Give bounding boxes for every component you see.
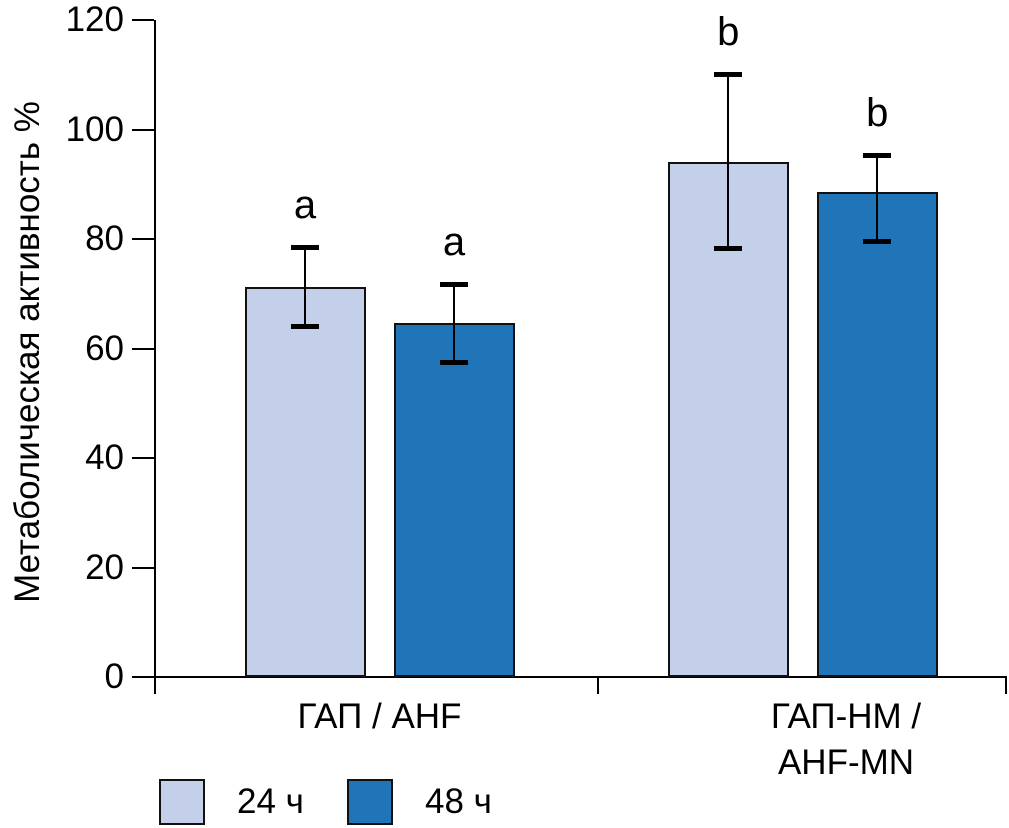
- bar-series2-group1: [393, 323, 515, 677]
- error-bar-cap-top: [291, 244, 319, 250]
- y-tick-label: 60: [85, 328, 124, 368]
- error-bar-cap-bottom: [714, 245, 743, 251]
- y-tick-mark: [132, 19, 154, 21]
- error-bar-cap-bottom: [291, 323, 319, 329]
- category-label-1: ГАП / AHF: [297, 697, 462, 736]
- error-bar-cap-bottom: [863, 238, 892, 244]
- y-axis-line: [154, 20, 156, 679]
- legend-label-1: 24 ч: [237, 782, 304, 821]
- error-bar-line: [876, 155, 879, 242]
- legend-label-2: 48 ч: [425, 782, 492, 821]
- bar-series1-group1: [244, 286, 366, 677]
- y-tick-mark: [132, 566, 154, 569]
- x-axis-line: [154, 676, 1007, 678]
- y-tick-label: 20: [85, 547, 124, 587]
- error-bar-cap-top: [714, 71, 743, 77]
- x-tick-mark: [1005, 677, 1007, 694]
- y-tick-label: 120: [65, 0, 124, 39]
- y-tick-label: 100: [65, 109, 124, 149]
- y-tick-mark: [132, 128, 154, 131]
- significance-letter: b: [717, 9, 740, 54]
- bar-series2-group2: [816, 192, 938, 677]
- y-tick-label: 0: [104, 656, 124, 696]
- x-tick-mark: [154, 677, 156, 694]
- y-tick-mark: [132, 676, 154, 678]
- y-tick-mark: [132, 457, 154, 459]
- significance-letter: a: [293, 182, 317, 227]
- category-label-2: ГАП-НМ / AHF-MN: [770, 697, 922, 782]
- y-tick-mark: [132, 347, 154, 350]
- error-bar-cap-top: [440, 281, 468, 287]
- error-bar-line: [727, 73, 730, 249]
- error-bar-line: [304, 246, 306, 327]
- error-bar-cap-bottom: [440, 360, 468, 366]
- significance-letter: b: [866, 91, 889, 136]
- significance-letter: a: [442, 219, 466, 264]
- legend-swatch-1: [159, 779, 205, 825]
- legend-swatch-2: [347, 779, 393, 825]
- x-tick-mark: [597, 677, 599, 694]
- error-bar-line: [453, 283, 455, 364]
- y-tick-label: 40: [85, 437, 124, 477]
- y-tick-label: 80: [85, 218, 124, 258]
- error-bar-cap-top: [863, 153, 892, 159]
- y-tick-mark: [132, 238, 154, 240]
